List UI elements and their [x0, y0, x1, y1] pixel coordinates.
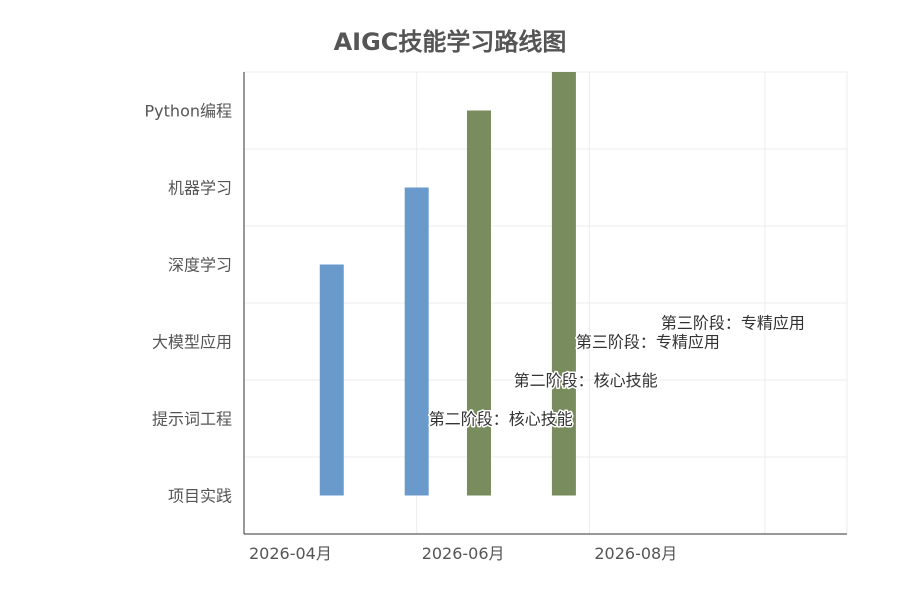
bar-2 [404, 187, 429, 496]
y-tick-label: 机器学习 [168, 179, 232, 198]
annotation-label: 第三阶段：专精应用 [576, 333, 720, 352]
x-tick-label: 2026-06月 [422, 544, 505, 563]
annotation-label: 第二阶段：核心技能 [514, 371, 658, 390]
y-tick-label: 深度学习 [168, 256, 232, 275]
x-tick-labels: 2026-04月 2026-06月 2026-08月 [249, 544, 677, 563]
axes-layer [243, 72, 847, 535]
x-tick-label: 2026-04月 [249, 544, 332, 563]
grid-lines [244, 71, 848, 534]
annotation-label: 第二阶段：核心技能 [429, 410, 573, 429]
y-tick-label: 提示词工程 [152, 410, 232, 429]
bar-3 [466, 110, 491, 496]
bars-layer [319, 72, 576, 496]
y-tick-label: Python编程 [145, 102, 232, 121]
y-tick-labels: 项目实践 提示词工程 大模型应用 深度学习 机器学习 Python编程 [145, 102, 232, 506]
annotation-label: 第三阶段：专精应用 [661, 313, 805, 332]
x-tick-label: 2026-08月 [594, 544, 677, 563]
bar-4 [551, 72, 576, 496]
y-tick-label: 项目实践 [168, 487, 232, 506]
chart-title: AIGC技能学习路线图 [334, 28, 567, 56]
bar-1 [319, 264, 344, 496]
y-tick-label: 大模型应用 [152, 333, 232, 352]
